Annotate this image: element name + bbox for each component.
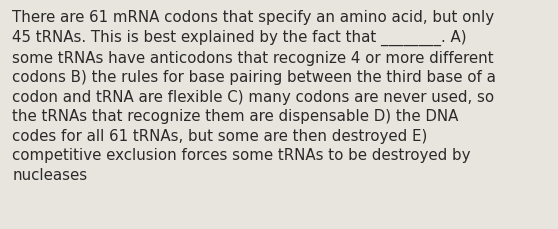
- Text: There are 61 mRNA codons that specify an amino acid, but only
45 tRNAs. This is : There are 61 mRNA codons that specify an…: [12, 10, 496, 182]
